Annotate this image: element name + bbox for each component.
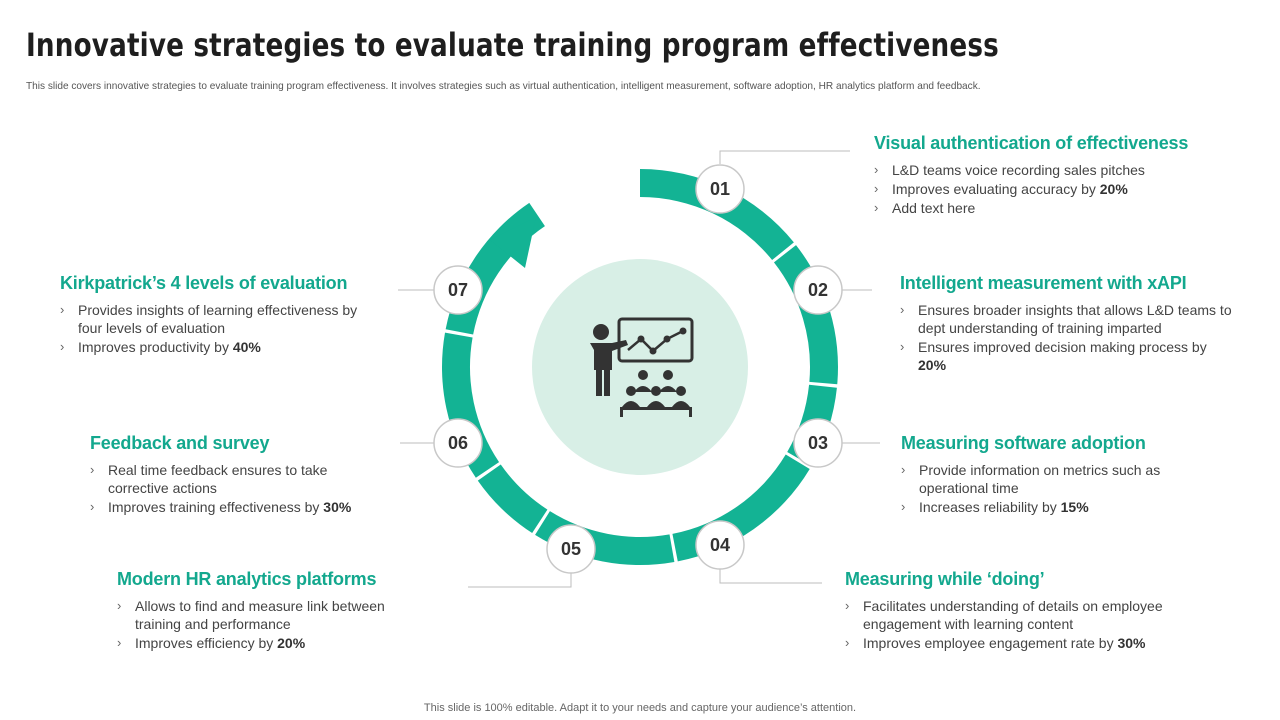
- step-circle-06: 06: [433, 418, 483, 468]
- step-circle-03: 03: [793, 418, 843, 468]
- ring-segment: [442, 332, 500, 478]
- connector-05: [468, 573, 572, 588]
- step-title-03: Measuring software adoption: [901, 433, 1146, 453]
- step-list-02: › Ensures broader insights that allows L&…: [900, 301, 1240, 374]
- list-item: › Ensures broader insights that allows L&…: [900, 302, 1232, 336]
- list-item: › Improves training effectiveness by 30%: [90, 499, 352, 515]
- list-item: › Improves employee engagement rate by 30…: [845, 635, 1146, 651]
- step-list-07: › Provides insights of learning effective…: [60, 301, 385, 356]
- step-list-05: › Allows to find and measure link between…: [117, 597, 412, 652]
- step-block-05: Modern HR analytics platforms › Allows to…: [117, 569, 412, 653]
- step-block-03: Measuring software adoption › Provide inf…: [901, 433, 1201, 517]
- list-item: › Provide information on metrics such as …: [901, 462, 1161, 496]
- step-block-06: Feedback and survey › Real time feedback …: [90, 433, 390, 517]
- step-number-07: 07: [448, 280, 468, 300]
- connector-04: [719, 569, 822, 584]
- step-number-05: 05: [561, 539, 581, 559]
- step-list-03: › Provide information on metrics such as …: [901, 461, 1201, 516]
- step-block-04: Measuring while ‘doing’ › Facilitates und…: [845, 569, 1190, 653]
- page-title: Innovative strategies to evaluate traini…: [26, 26, 999, 64]
- list-item: › Add text here: [874, 200, 976, 216]
- list-item: › Real time feedback ensures to take corr…: [90, 462, 328, 496]
- step-block-01: Visual authentication of effectiveness ›…: [874, 133, 1254, 218]
- ring-segment: [773, 245, 838, 385]
- ring-segment: [640, 169, 794, 261]
- step-title-05: Modern HR analytics platforms: [117, 569, 377, 589]
- list-item: › Improves evaluating accuracy by 20%: [874, 181, 1128, 197]
- list-item: › L&D teams voice recording sales pitches: [874, 162, 1145, 178]
- footer-note: This slide is 100% editable. Adapt it to…: [423, 702, 857, 714]
- step-circle-05: 05: [546, 524, 596, 574]
- list-item: › Facilitates understanding of details on…: [845, 598, 1163, 632]
- step-number-02: 02: [808, 280, 828, 300]
- step-number-06: 06: [448, 433, 468, 453]
- step-number-03: 03: [808, 433, 828, 453]
- step-list-01: › L&D teams voice recording sales pitches…: [874, 161, 1254, 217]
- step-block-07: Kirkpatrick’s 4 levels of evaluation › Pr…: [60, 273, 385, 357]
- step-list-04: › Facilitates understanding of details on…: [845, 597, 1190, 652]
- step-circle-02: 02: [793, 265, 843, 315]
- ring-segment: [477, 464, 548, 534]
- step-title-02: Intelligent measurement with xAPI: [900, 273, 1187, 293]
- list-item: › Increases reliability by 15%: [901, 499, 1089, 515]
- step-circle-04: 04: [695, 520, 745, 570]
- step-list-06: › Real time feedback ensures to take corr…: [90, 461, 390, 516]
- ring-arrow-head: [490, 217, 536, 268]
- step-number-01: 01: [710, 179, 730, 199]
- list-item: › Improves efficiency by 20%: [117, 635, 306, 651]
- center-disc: [532, 259, 748, 475]
- step-circle-07: 07: [433, 265, 483, 315]
- step-number-04: 04: [710, 535, 730, 555]
- list-item: › Ensures improved decision making proces…: [900, 339, 1207, 373]
- presenter-with-chart-and-audience-icon: [590, 317, 694, 417]
- connector-01: [719, 150, 850, 164]
- connector-lines: [398, 150, 880, 588]
- step-title-07: Kirkpatrick’s 4 levels of evaluation: [60, 273, 348, 293]
- list-item: › Improves productivity by 40%: [60, 339, 261, 355]
- step-circle-01: 01: [695, 164, 745, 214]
- list-item: › Provides insights of learning effective…: [60, 302, 358, 336]
- step-block-02: Intelligent measurement with xAPI › Ensur…: [900, 273, 1240, 375]
- page-subtitle: This slide covers innovative strategies …: [26, 80, 981, 92]
- step-title-01: Visual authentication of effectiveness: [874, 133, 1189, 153]
- list-item: › Allows to find and measure link between…: [117, 598, 385, 632]
- step-title-06: Feedback and survey: [90, 433, 270, 453]
- step-title-04: Measuring while ‘doing’: [845, 569, 1045, 589]
